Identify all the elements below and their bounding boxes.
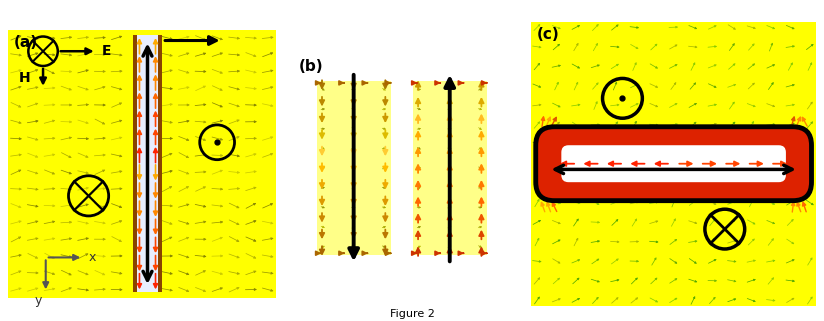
Bar — [158, 35, 162, 292]
Bar — [133, 35, 137, 292]
Bar — [413, 81, 487, 256]
Text: Figure 2: Figure 2 — [390, 309, 434, 319]
Text: (a): (a) — [13, 35, 38, 50]
FancyBboxPatch shape — [561, 145, 786, 182]
Text: E: E — [102, 44, 111, 58]
Text: H: H — [19, 71, 30, 85]
Text: (b): (b) — [299, 59, 324, 74]
Text: x: x — [89, 251, 96, 264]
Text: (c): (c) — [537, 27, 560, 42]
Text: y: y — [35, 294, 42, 307]
Bar — [316, 81, 391, 256]
Bar — [137, 35, 158, 292]
FancyBboxPatch shape — [536, 127, 812, 201]
